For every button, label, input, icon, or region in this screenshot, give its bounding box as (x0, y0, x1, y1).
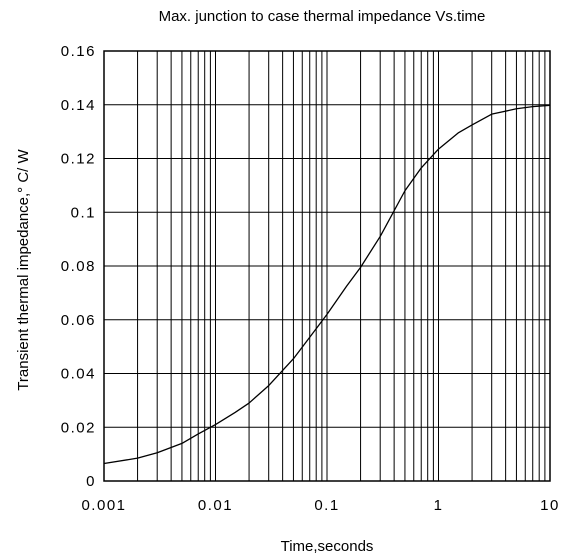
grid (104, 51, 550, 481)
x-tick-label: 1 (434, 497, 444, 514)
x-tick-label: 0.001 (81, 497, 126, 514)
chart-title: Max. junction to case thermal impedance … (159, 8, 486, 25)
series-layer (103, 104, 551, 465)
y-axis-label: Transient thermal impedance,° C/ W (15, 148, 32, 390)
y-tick-label: 0.04 (61, 366, 96, 383)
x-tick-label: 0.1 (314, 497, 339, 514)
y-tick-label: 0.1 (71, 204, 96, 221)
y-tick-label: 0.06 (61, 312, 96, 329)
y-tick-label: 0.16 (61, 43, 96, 60)
series-line (103, 104, 551, 465)
y-tick-label: 0.08 (61, 258, 96, 275)
y-tick-label: 0.14 (61, 97, 96, 114)
x-tick-label: 10 (540, 497, 560, 514)
x-tick-label: 0.01 (198, 497, 233, 514)
x-axis-label: Time,seconds (281, 538, 374, 555)
x-axis-ticks: 0.001 0.01 0.1 1 10 (81, 497, 560, 514)
y-tick-label: 0 (86, 473, 96, 490)
y-tick-label: 0.02 (61, 419, 96, 436)
plot-frame (103, 50, 551, 482)
y-axis-ticks: 0 0.02 0.04 0.06 0.08 0.1 0.12 0.14 0.16 (61, 43, 96, 490)
y-tick-label: 0.12 (61, 151, 96, 168)
